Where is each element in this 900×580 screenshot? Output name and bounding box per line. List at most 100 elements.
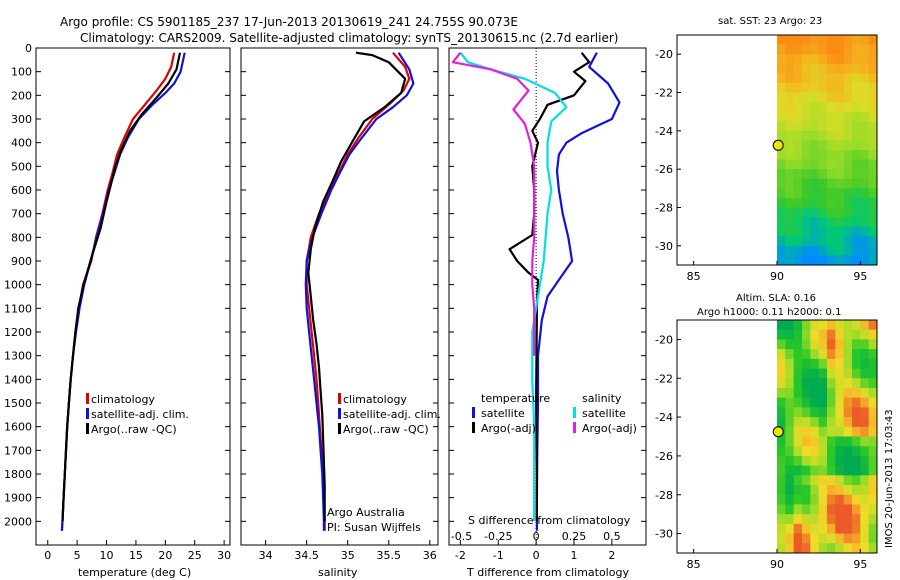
series-line-argo-raw-qc-2 — [61, 52, 182, 522]
map-cell — [868, 358, 878, 370]
x-tick-label: 0 — [44, 549, 51, 562]
map-cell — [777, 63, 786, 74]
x-tick-label: 35.5 — [377, 549, 402, 562]
map-cell — [843, 494, 853, 505]
legend-label-sal-argo: Argo(-adj) — [582, 422, 637, 435]
pi-annotation-1: Argo Australia — [327, 506, 405, 519]
map-cell — [843, 197, 853, 208]
title-line-2: Climatology: CARS2009. Satellite-adjuste… — [80, 31, 618, 45]
map-cell — [860, 63, 870, 74]
y-tick-label: 1400 — [4, 373, 32, 386]
argo-location-marker — [772, 139, 784, 151]
map-cell — [860, 245, 870, 256]
map-y-tick-label: -24 — [655, 125, 673, 138]
map-cell — [818, 217, 828, 228]
map-cell — [852, 44, 861, 55]
x-tick-label: 36 — [423, 549, 437, 562]
sst-map-panel: sat. SST: 23 Argo: 23 85 90 95 -20 -22 -24 -2… — [655, 16, 878, 283]
map-cell — [852, 217, 861, 228]
map-cell — [802, 73, 811, 84]
map-cell — [843, 378, 853, 389]
map-cell — [868, 54, 878, 65]
map-cell — [827, 255, 836, 266]
x-tick-label: 15 — [129, 549, 143, 562]
map-cell — [860, 533, 870, 544]
map-cell — [793, 140, 803, 151]
map-cell — [810, 426, 820, 437]
series-line-argo-adj-3 — [451, 52, 536, 356]
map-cell — [827, 339, 836, 350]
map-cell — [868, 378, 878, 389]
legend-label-argo: Argo(..raw -QC) — [91, 423, 177, 436]
map-cell — [852, 407, 861, 418]
map-cell — [785, 485, 795, 496]
map-cell — [793, 217, 803, 228]
map-cell — [852, 130, 861, 141]
map-cell — [777, 397, 786, 408]
map-cell — [852, 329, 861, 340]
y-tick-label: 600 — [11, 184, 32, 197]
map-cell — [868, 397, 878, 408]
map-cell — [868, 44, 878, 55]
map-cell — [852, 543, 861, 554]
map-cell — [802, 455, 811, 467]
map-cell — [843, 475, 853, 486]
map-cell — [793, 169, 803, 180]
map-cell — [793, 397, 803, 408]
map-cell — [868, 368, 878, 379]
map-cell — [860, 140, 870, 151]
map-cell — [860, 523, 870, 535]
map-cell — [793, 368, 803, 379]
map-y-tick-label: -20 — [655, 48, 673, 61]
map-cell — [827, 92, 836, 103]
map-cell — [868, 226, 878, 237]
map-cell — [810, 465, 820, 476]
map-cell — [785, 378, 795, 389]
map-cell — [843, 92, 853, 103]
map-cell — [852, 54, 861, 65]
map-cell — [835, 35, 845, 46]
map-cell — [860, 514, 870, 525]
map-cell — [843, 436, 853, 447]
map-cell — [827, 245, 836, 256]
map-cell — [852, 465, 861, 476]
map-cell — [860, 82, 870, 93]
map-cell — [860, 130, 870, 141]
map-cell — [868, 159, 878, 170]
legend-label-satellite: satellite-adj. clim. — [91, 408, 189, 421]
map-x-tick-label: 90 — [770, 558, 784, 571]
map-cell — [818, 485, 828, 496]
map-cell — [827, 54, 836, 65]
x-tick-label: 20 — [158, 549, 172, 562]
map-cell — [860, 102, 870, 113]
map-cell — [810, 92, 820, 103]
map-cell — [793, 494, 803, 505]
map-cell — [818, 436, 828, 447]
map-cell — [843, 426, 853, 437]
map-cell — [818, 44, 828, 55]
map-cell — [860, 436, 870, 447]
map-cell — [852, 358, 861, 370]
map-cell — [818, 169, 828, 180]
map-cell — [852, 207, 861, 218]
map-cell — [843, 159, 853, 170]
map-cell — [802, 217, 811, 228]
map-cell — [843, 217, 853, 228]
map-cell — [835, 140, 845, 151]
map-cell — [827, 121, 836, 132]
difference-panel: -2 -1 0 1 2 -0.5 -0.25 0 0.25 0.5 T difference f… — [448, 47, 647, 579]
legend-swatch-sal-satellite — [573, 407, 576, 418]
map-cell — [827, 226, 836, 237]
map-cell — [818, 82, 828, 93]
map-cell — [868, 436, 878, 447]
map-cell — [802, 523, 811, 535]
map-cell — [818, 54, 828, 65]
map-cell — [835, 111, 845, 122]
map-cell — [852, 446, 861, 457]
x-tick-label: -1 — [493, 549, 504, 562]
map-cell — [868, 485, 878, 496]
map-cell — [843, 543, 853, 554]
map-cell — [835, 54, 845, 65]
map-cell — [835, 523, 845, 535]
map-cell — [852, 378, 861, 389]
